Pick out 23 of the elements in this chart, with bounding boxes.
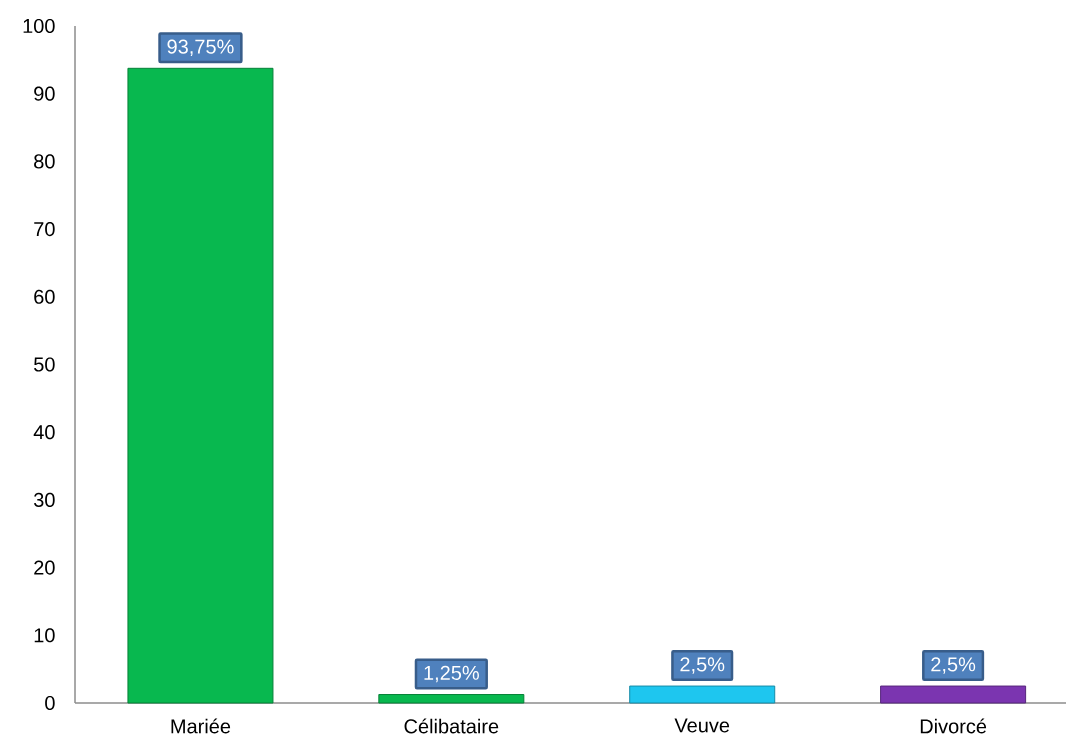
bar xyxy=(629,685,776,704)
bar xyxy=(127,67,274,704)
data-label: 1,25% xyxy=(424,665,479,683)
data-label: 93,75% xyxy=(167,39,234,57)
data-label: 2,5% xyxy=(931,657,976,674)
y-tick-label: 30 xyxy=(34,492,55,507)
x-tick-label: Divorcé xyxy=(920,718,987,734)
y-tick-label: 0 xyxy=(45,695,55,711)
y-tick-label: 80 xyxy=(34,154,55,169)
x-tick-label: Veuve xyxy=(674,718,730,733)
x-tick-label: Célibataire xyxy=(404,718,499,734)
y-tick-label: 70 xyxy=(34,222,55,237)
bar xyxy=(880,685,1027,704)
y-tick-label: 90 xyxy=(34,86,55,101)
data-label: 2,5% xyxy=(680,657,725,674)
y-tick-label: 40 xyxy=(33,425,55,440)
y-tick-label: 10 xyxy=(34,628,55,643)
y-tick-label: 100 xyxy=(23,18,55,34)
bar xyxy=(378,694,525,704)
x-tick-label: Mariée xyxy=(171,718,231,734)
y-tick-label: 60 xyxy=(34,289,55,304)
y-tick-label: 20 xyxy=(34,560,55,575)
y-tick-label: 50 xyxy=(34,357,55,372)
